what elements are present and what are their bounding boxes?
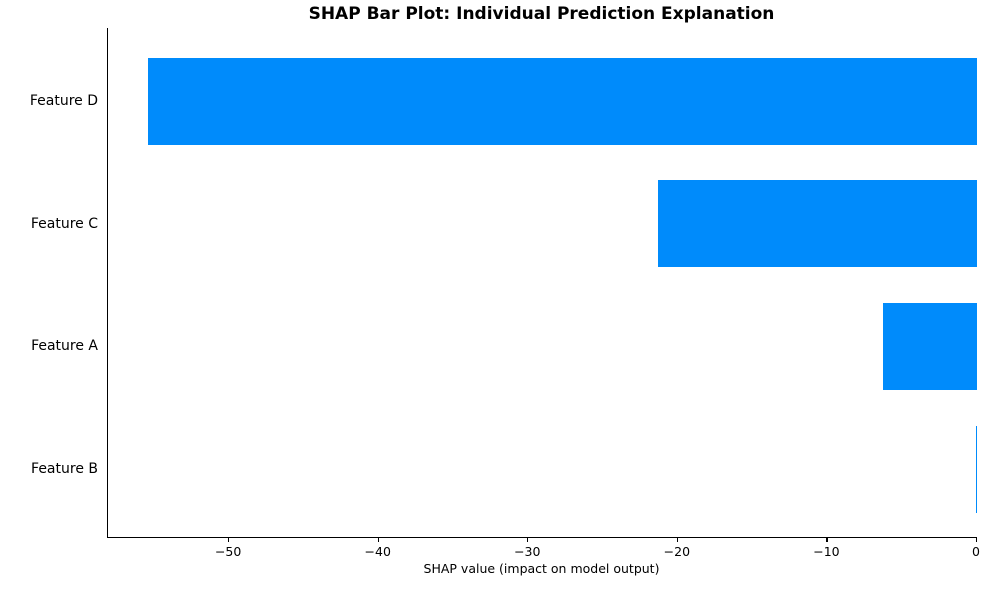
y-tick-label-feature-c: Feature C — [30, 215, 98, 232]
x-tick-mark — [826, 538, 828, 542]
y-tick-label-feature-d: Feature D — [29, 93, 98, 109]
x-axis-label: SHAP value (impact on model output) — [423, 561, 660, 576]
x-tick-label: −30 — [514, 544, 541, 559]
x-tick-mark — [527, 538, 529, 542]
plot-area — [107, 28, 977, 538]
x-tick-mark — [976, 538, 978, 542]
x-tick-label: −50 — [214, 544, 242, 559]
x-tick-label: −20 — [663, 544, 691, 559]
x-tick-mark — [228, 538, 230, 542]
bar-feature-d — [148, 57, 977, 145]
y-tick-label-feature-b: Feature B — [31, 461, 98, 478]
x-tick-label: 0 — [972, 544, 980, 559]
chart-title: SHAP Bar Plot: Individual Prediction Exp… — [308, 4, 775, 24]
x-tick-label: −40 — [364, 544, 391, 559]
x-tick-mark — [676, 538, 679, 542]
y-tick-label-feature-a: Feature A — [31, 338, 98, 355]
x-tick-mark — [377, 538, 379, 542]
bar-feature-b — [975, 425, 977, 513]
bar-feature-c — [658, 180, 977, 268]
x-tick-label: −10 — [813, 544, 840, 559]
bar-feature-a — [882, 302, 977, 390]
